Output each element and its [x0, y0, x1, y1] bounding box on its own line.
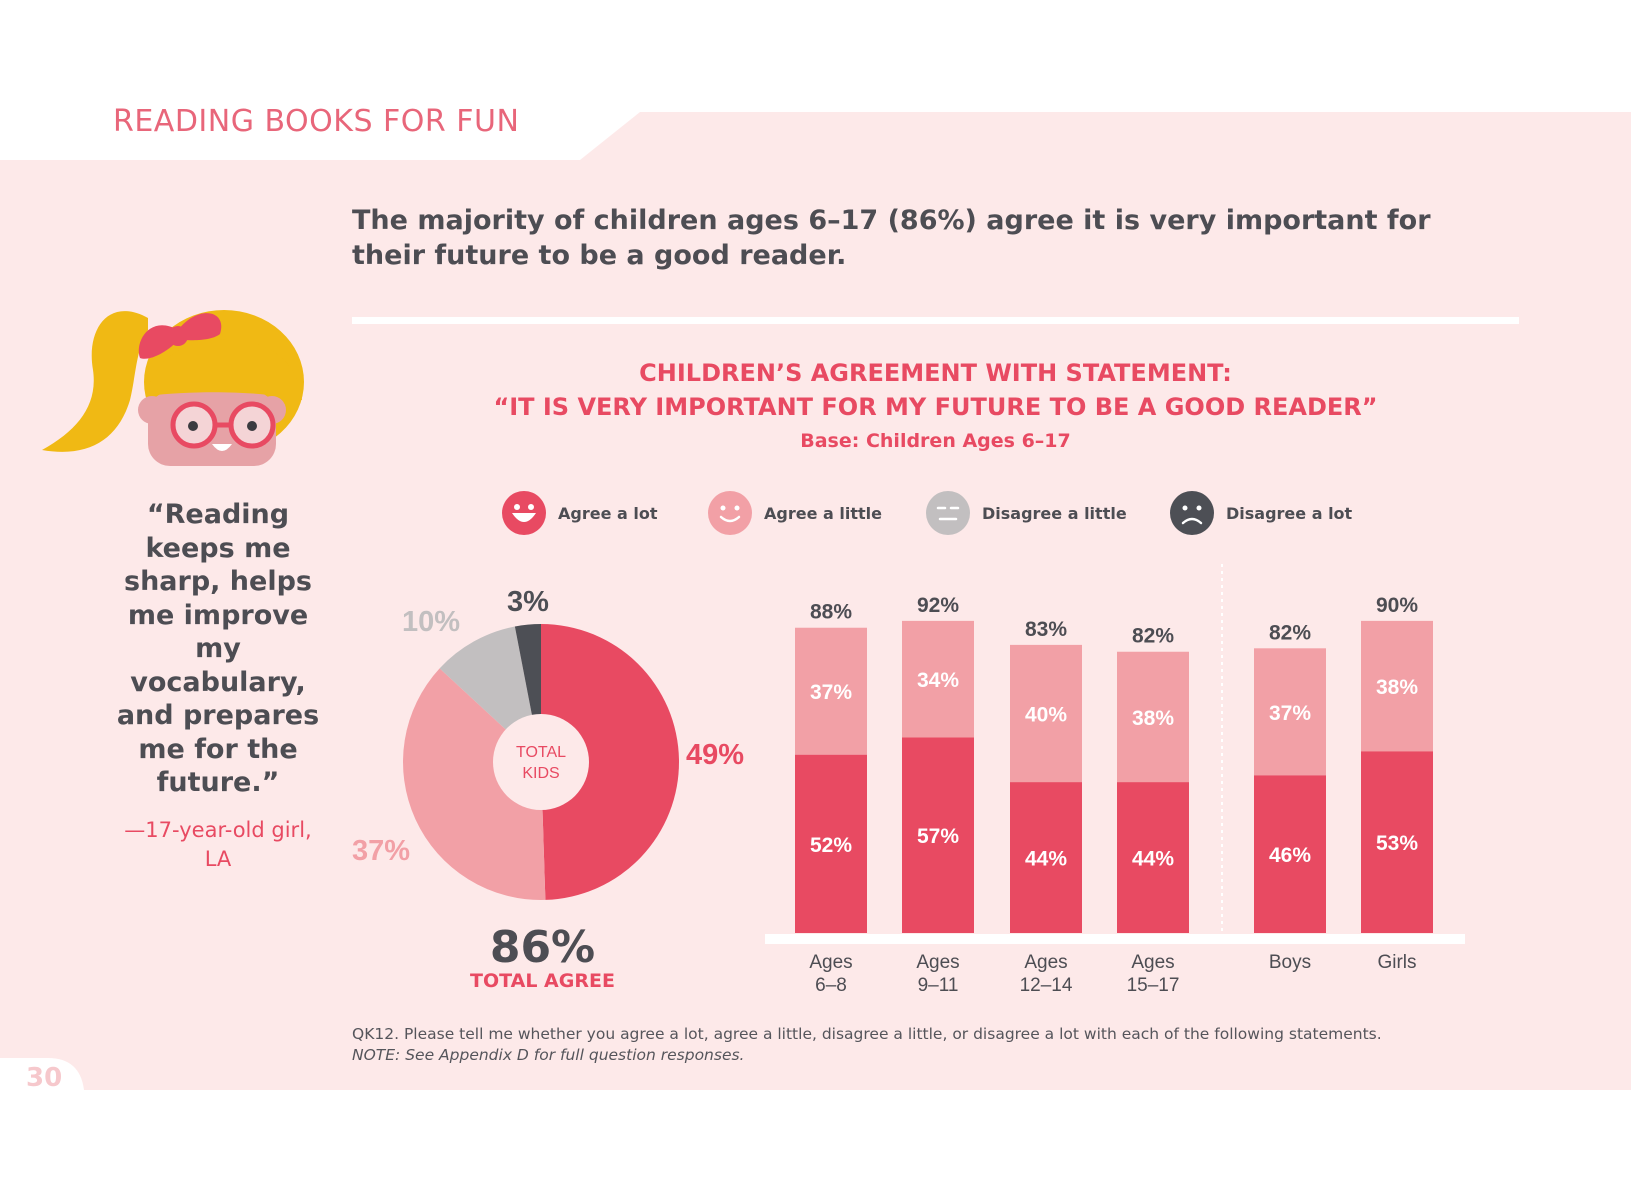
legend-label: Disagree a lot: [1226, 504, 1352, 523]
x-tick-label: Ages: [1131, 952, 1174, 973]
legend-label: Agree a lot: [558, 504, 658, 523]
bar-value-agree-a-little: 34%: [917, 669, 959, 692]
divider: [352, 317, 1519, 324]
x-tick-label: 9–11: [918, 975, 959, 996]
x-tick-label: 15–17: [1127, 975, 1180, 996]
bar-value-agree-a-little: 38%: [1376, 676, 1418, 699]
chart-title: CHILDREN’S AGREEMENT WITH STATEMENT: “IT…: [352, 356, 1519, 424]
legend-label: Disagree a little: [982, 504, 1127, 523]
total-agree-value: 86%: [440, 922, 645, 973]
bar-total-label: 92%: [917, 594, 959, 617]
section-title: READING BOOKS FOR FUN: [113, 104, 519, 139]
donut-center-line1: TOTAL: [516, 744, 566, 761]
eye-right: [247, 421, 257, 431]
x-tick-label: Girls: [1377, 952, 1416, 973]
stacked-bar-chart: 52%37%88%Ages6–857%34%92%Ages9–1144%40%8…: [750, 560, 1500, 1010]
legend-item-disagree-a-little: Disagree a little: [926, 491, 1127, 535]
chart-title-line2: “IT IS VERY IMPORTANT FOR MY FUTURE TO B…: [493, 393, 1377, 421]
legend-item-agree-a-little: Agree a little: [708, 491, 882, 535]
bar-value-agree-a-little: 37%: [810, 681, 852, 704]
eye-left: [188, 421, 198, 431]
bar-value-agree-a-lot: 44%: [1025, 848, 1067, 871]
bar-value-agree-a-little: 40%: [1025, 703, 1067, 726]
bar-value-agree-a-little: 37%: [1269, 702, 1311, 725]
donut-center: [493, 714, 589, 810]
donut-chart: TOTAL KIDS 49% 37% 10% 3%: [340, 575, 760, 915]
x-tick-label: 6–8: [815, 975, 847, 996]
ponytail: [42, 311, 148, 452]
legend-item-agree-a-lot: Agree a lot: [502, 491, 658, 535]
bar-value-agree-a-little: 38%: [1132, 707, 1174, 730]
neutral-face-icon: [926, 491, 970, 535]
bar-value-agree-a-lot: 53%: [1376, 832, 1418, 855]
slice-label-disagree-a-little: 10%: [402, 606, 460, 638]
legend-label: Agree a little: [764, 504, 882, 523]
bar-total-label: 90%: [1376, 594, 1418, 617]
bar-value-agree-a-lot: 57%: [917, 825, 959, 848]
frown-icon: [1170, 491, 1214, 535]
quote-attribution: —17-year-old girl, LA: [112, 816, 324, 874]
x-axis-baseline: [765, 934, 1465, 944]
x-tick-label: 12–14: [1020, 975, 1073, 996]
headline: The majority of children ages 6–17 (86%)…: [352, 203, 1462, 273]
bar-value-agree-a-lot: 44%: [1132, 848, 1174, 871]
chart-title-line1: CHILDREN’S AGREEMENT WITH STATEMENT:: [639, 359, 1232, 387]
bar-total-label: 88%: [810, 601, 852, 624]
slice-label-agree-a-lot: 49%: [686, 739, 744, 771]
chart-base: Base: Children Ages 6–17: [352, 430, 1519, 452]
footnote-question: QK12. Please tell me whether you agree a…: [352, 1024, 1382, 1045]
x-tick-label: Ages: [916, 952, 959, 973]
slice-label-agree-a-little: 37%: [352, 835, 410, 867]
donut-center-line2: KIDS: [522, 765, 559, 782]
slice-label-disagree-a-lot: 3%: [507, 586, 549, 618]
bar-value-agree-a-lot: 46%: [1269, 844, 1311, 867]
smile-icon: [708, 491, 752, 535]
x-tick-label: Boys: [1269, 952, 1311, 973]
bar-total-label: 83%: [1025, 618, 1067, 641]
footnote: QK12. Please tell me whether you agree a…: [352, 1024, 1382, 1066]
footnote-note: NOTE: See Appendix D for full question r…: [352, 1045, 1382, 1066]
quote: “Reading keeps me sharp, helps me improv…: [112, 498, 324, 800]
girl-illustration: [38, 300, 313, 480]
legend-item-disagree-a-lot: Disagree a lot: [1170, 491, 1352, 535]
page-number: 30: [26, 1063, 62, 1093]
ear-left: [138, 396, 166, 424]
bar-value-agree-a-lot: 52%: [810, 834, 852, 857]
x-tick-label: Ages: [809, 952, 852, 973]
big-smile-icon: [502, 491, 546, 535]
bar-total-label: 82%: [1269, 621, 1311, 644]
x-tick-label: Ages: [1024, 952, 1067, 973]
bar-total-label: 82%: [1132, 625, 1174, 648]
total-agree-label: TOTAL AGREE: [440, 970, 645, 992]
